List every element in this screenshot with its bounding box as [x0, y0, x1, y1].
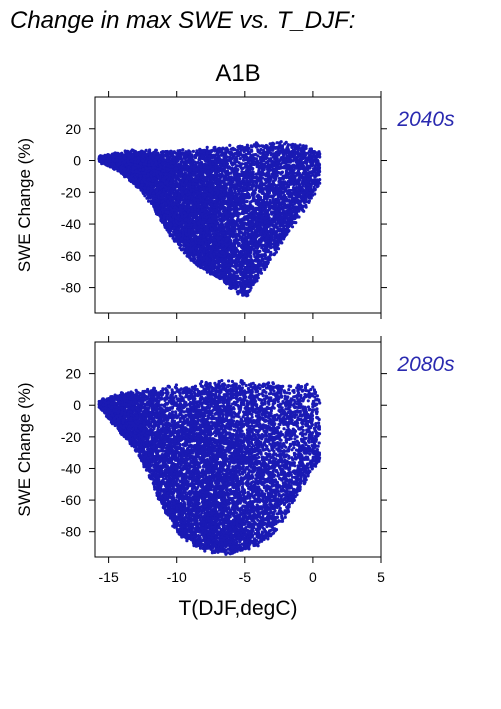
scatter-point	[259, 147, 263, 152]
scatter-point	[310, 169, 315, 174]
scatter-point	[244, 152, 248, 157]
scatter-point	[171, 236, 175, 240]
scatter-point	[286, 185, 291, 189]
scatter-point	[213, 149, 217, 153]
scatter-point	[217, 217, 222, 222]
scatter-point	[293, 200, 297, 205]
scatter-point	[260, 246, 264, 250]
scatter-points	[97, 140, 322, 298]
scatter-point	[309, 148, 313, 152]
scatter-point	[235, 274, 239, 278]
scatter-point	[275, 225, 279, 229]
scatter-point	[245, 178, 249, 182]
scatter-point	[284, 206, 288, 210]
scatter-point	[275, 141, 279, 145]
scatter-point	[228, 143, 232, 147]
scatter-point	[183, 171, 187, 175]
figure-title: Change in max SWE vs. T_DJF:	[10, 7, 355, 34]
scatter-point	[238, 157, 242, 161]
scatter-point	[254, 157, 258, 161]
scatter-point	[205, 145, 209, 149]
scatter-point	[231, 269, 235, 273]
scenario-label: A1B	[215, 60, 260, 87]
scatter-point	[258, 249, 262, 253]
scatter-point	[254, 188, 258, 192]
scatter-point	[294, 221, 298, 225]
scatter-point	[277, 176, 281, 181]
scatter-point	[181, 148, 185, 152]
scatter-point	[242, 150, 246, 154]
scatter-point	[282, 165, 286, 169]
scatter-point	[313, 164, 317, 168]
scatter-point	[244, 168, 249, 173]
scatter-point	[258, 157, 262, 162]
scatter-point	[278, 201, 283, 205]
